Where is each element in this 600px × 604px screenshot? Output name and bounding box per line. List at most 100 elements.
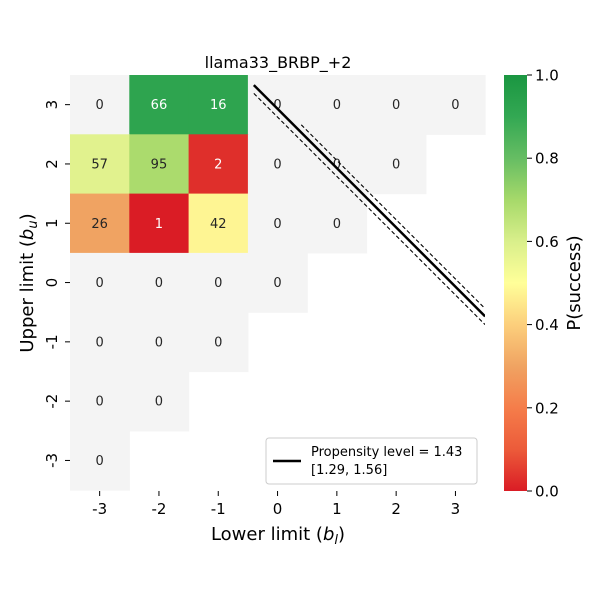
colorbar-label: P(success) xyxy=(564,235,585,330)
cell-label: 0 xyxy=(392,157,400,172)
y-tick-label: 3 xyxy=(43,100,61,110)
cell-label: 42 xyxy=(210,217,227,232)
x-tick-label: -2 xyxy=(151,500,166,518)
heatmap-cell xyxy=(188,252,249,313)
colorbar-ticks: 0.0 0.2 0.4 0.6 0.8 1.0 xyxy=(527,67,559,501)
cell-label: 0 xyxy=(96,454,104,469)
heatmap-cell xyxy=(307,134,368,195)
cell-label: 0 xyxy=(333,217,341,232)
x-tick-label: 0 xyxy=(273,500,283,518)
cell-label: 0 xyxy=(96,395,104,410)
heatmap-cell xyxy=(247,193,308,254)
cell-label: 0 xyxy=(155,395,163,410)
cell-label: 95 xyxy=(151,157,168,172)
heatmap-cell xyxy=(70,193,130,254)
colorbar xyxy=(504,75,527,491)
y-axis-label-main: Upper limit ( xyxy=(17,240,38,353)
heatmap-cells: 0 66 16 0 0 0 0 57 95 2 0 0 0 26 1 42 0 0 0 0 0 0 0 0 0 0 0 0 xyxy=(70,75,486,491)
legend-box xyxy=(265,437,478,485)
heatmap-cell xyxy=(307,75,368,135)
cell-label: 0 xyxy=(214,335,222,350)
cell-label: 16 xyxy=(210,98,227,113)
cell-label: 1 xyxy=(155,217,163,232)
y-axis-label-sub: u xyxy=(26,220,41,228)
x-tick-label: 2 xyxy=(391,500,401,518)
legend-label-line1: Propensity level = 1.43 xyxy=(311,445,462,460)
heatmap-cell xyxy=(188,75,249,135)
cell-label: 57 xyxy=(91,157,108,172)
x-axis-ticks: -3 -2 -1 0 1 2 3 xyxy=(92,491,460,518)
cell-label: 0 xyxy=(333,98,341,113)
propensity-lines xyxy=(252,84,485,326)
heatmap-cell xyxy=(188,193,249,254)
heatmap-cell xyxy=(366,75,427,135)
y-tick-label: 2 xyxy=(43,159,61,169)
legend-label-line2: [1.29, 1.56] xyxy=(311,463,387,478)
colorbar-tick-label: 0.6 xyxy=(535,233,559,251)
chart-title: llama33_BRBP_+2 xyxy=(205,53,352,73)
cell-label: 0 xyxy=(273,217,281,232)
cell-label: 2 xyxy=(214,157,222,172)
x-axis-label: Lower limit (bl) xyxy=(211,524,345,548)
y-axis-label-var: b xyxy=(17,229,38,240)
x-tick-label: -1 xyxy=(211,500,226,518)
x-axis-label-sub: l xyxy=(334,533,338,548)
x-axis-label-var: b xyxy=(323,524,334,545)
heatmap-cell xyxy=(247,75,308,135)
cell-label: 0 xyxy=(96,335,104,350)
heatmap-cell xyxy=(307,193,368,254)
colorbar-tick-label: 0.0 xyxy=(535,483,559,501)
y-axis-label-close: ) xyxy=(17,213,38,220)
y-axis-label: Upper limit (bu) xyxy=(17,213,41,352)
heatmap-cell xyxy=(425,75,486,135)
cell-label: 0 xyxy=(155,276,163,291)
legend: Propensity level = 1.43 [1.29, 1.56] xyxy=(265,437,478,485)
x-tick-label: 3 xyxy=(451,500,461,518)
cell-label: 0 xyxy=(96,98,104,113)
colorbar-tick-label: 0.4 xyxy=(535,316,559,334)
x-axis-label-close: ) xyxy=(338,524,345,545)
y-tick-label: 1 xyxy=(43,218,61,228)
heatmap-cell xyxy=(129,371,190,432)
ci-lower-line xyxy=(253,92,485,326)
y-tick-label: -3 xyxy=(43,453,61,468)
colorbar-tick-label: 0.8 xyxy=(535,150,559,168)
cell-label: 0 xyxy=(273,157,281,172)
heatmap-cell xyxy=(188,312,249,373)
heatmap-cell xyxy=(366,134,427,195)
heatmap-cell xyxy=(129,134,190,195)
heatmap-cell xyxy=(188,134,249,195)
heatmap-cell xyxy=(247,252,308,313)
cell-label: 0 xyxy=(273,276,281,291)
ci-upper-line xyxy=(300,124,485,310)
y-tick-label: 0 xyxy=(43,278,61,288)
heatmap-cell xyxy=(70,134,130,195)
propensity-line xyxy=(252,84,485,318)
x-tick-label: 1 xyxy=(332,500,342,518)
heatmap-cell xyxy=(129,312,190,373)
heatmap-cell xyxy=(70,312,130,373)
cell-label: 0 xyxy=(155,335,163,350)
heatmap-cell xyxy=(129,75,190,135)
heatmap-cell xyxy=(70,252,130,313)
heatmap-cell xyxy=(70,430,130,491)
cell-label: 26 xyxy=(91,217,108,232)
y-tick-label: -1 xyxy=(43,334,61,349)
cell-label: 0 xyxy=(96,276,104,291)
cell-label: 0 xyxy=(333,157,341,172)
heatmap-cell xyxy=(247,134,308,195)
cell-label: 0 xyxy=(214,276,222,291)
y-axis-ticks: 3 2 1 0 -1 -2 -3 xyxy=(43,100,70,468)
heatmap-cell xyxy=(70,371,130,432)
cell-label: 0 xyxy=(392,98,400,113)
cell-label: 66 xyxy=(151,98,168,113)
y-tick-label: -2 xyxy=(43,394,61,409)
cell-label: 0 xyxy=(273,98,281,113)
x-axis-label-main: Lower limit ( xyxy=(211,524,323,545)
x-tick-label: -3 xyxy=(92,500,107,518)
colorbar-tick-label: 1.0 xyxy=(535,67,559,85)
cell-label: 0 xyxy=(451,98,459,113)
heatmap-cell xyxy=(70,75,130,135)
